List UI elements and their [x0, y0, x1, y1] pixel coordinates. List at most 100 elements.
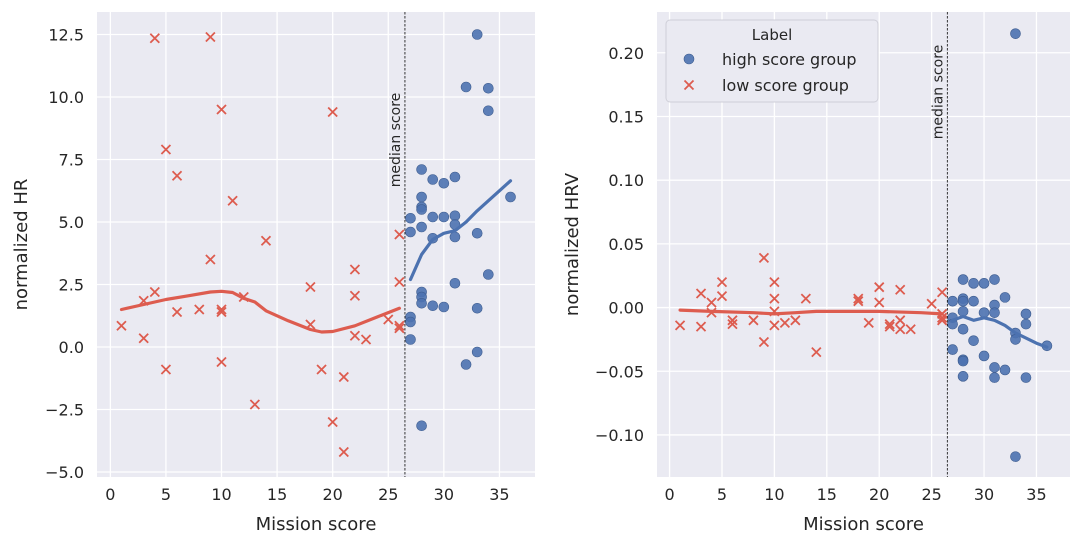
high-score-point — [957, 306, 969, 317]
low-score-point — [758, 336, 770, 348]
low-score-point — [863, 317, 874, 328]
low-score-point — [800, 293, 811, 304]
legend-marker-high — [683, 53, 695, 65]
y-tick-label: 12.5 — [48, 26, 84, 45]
low-score-point — [216, 304, 227, 315]
high-score-point — [1010, 451, 1021, 462]
high-score-point — [1010, 28, 1021, 39]
y-tick-label: 0.20 — [608, 44, 644, 63]
x-tick-label: 35 — [1026, 485, 1046, 504]
x-axis-label: Mission score — [803, 514, 924, 533]
y-tick-label: 2.5 — [59, 276, 84, 295]
y-axis-label: normalized HRV — [562, 172, 583, 316]
low-score-point — [758, 252, 770, 264]
low-score-point — [394, 320, 405, 331]
low-score-point — [327, 416, 338, 428]
low-score-trend-line — [678, 308, 944, 316]
high-score-point — [947, 344, 958, 355]
low-score-point — [171, 170, 183, 181]
high-score-point — [1020, 308, 1032, 320]
high-score-point — [438, 211, 450, 223]
low-score-point — [769, 276, 780, 288]
high-score-point — [957, 274, 969, 285]
legend-entry-high: high score group — [722, 50, 857, 69]
y-tick-label: −0.05 — [595, 362, 644, 381]
x-tick-label: 25 — [921, 485, 941, 504]
high-score-point — [989, 372, 1000, 383]
high-score-trend-line — [951, 314, 1049, 349]
low-score-point — [936, 315, 948, 326]
x-tick-label: 0 — [105, 485, 115, 504]
low-score-point — [811, 347, 822, 358]
high-score-point — [968, 278, 979, 289]
high-score-point — [957, 295, 969, 307]
low-score-point — [249, 399, 260, 410]
high-score-point — [989, 307, 1000, 318]
high-score-point — [427, 174, 439, 185]
x-tick-label: 10 — [211, 485, 231, 504]
low-score-trend-line — [119, 289, 401, 334]
legend-box — [665, 19, 879, 103]
low-score-point — [674, 320, 686, 331]
x-tick-label: 0 — [664, 485, 674, 504]
low-score-point — [149, 286, 160, 298]
high-score-trend-line — [408, 179, 513, 282]
high-score-point — [416, 204, 427, 215]
low-score-point — [216, 356, 227, 368]
low-score-point — [853, 293, 864, 304]
low-score-point — [695, 321, 707, 332]
x-tick-label: 25 — [378, 485, 398, 504]
high-score-point — [957, 355, 969, 367]
low-score-point — [769, 293, 780, 304]
low-score-point — [216, 104, 227, 115]
low-score-point — [716, 276, 728, 288]
low-score-point — [383, 314, 394, 325]
y-tick-label: 0.00 — [608, 299, 644, 318]
high-score-point — [416, 297, 427, 309]
low-score-point — [349, 330, 361, 341]
low-score-point — [779, 317, 791, 328]
y-tick-label: −2.5 — [45, 401, 84, 420]
y-tick-label: 0.15 — [608, 107, 644, 126]
low-score-point — [394, 229, 405, 240]
x-tick-label: 10 — [764, 485, 784, 504]
low-score-point — [394, 276, 405, 288]
low-score-point — [716, 290, 728, 302]
low-score-point — [160, 144, 172, 155]
high-score-point — [471, 346, 483, 358]
high-score-point — [438, 177, 450, 189]
low-score-point — [874, 297, 885, 308]
high-score-point — [405, 334, 416, 345]
y-tick-label: −0.10 — [595, 426, 644, 445]
low-score-point — [884, 318, 895, 330]
high-score-point — [957, 323, 969, 335]
high-score-point — [989, 362, 1000, 373]
y-tick-label: 0.05 — [608, 235, 644, 254]
low-score-point — [205, 254, 216, 265]
legend-title: Label — [752, 26, 792, 44]
high-score-point — [427, 300, 439, 312]
low-score-point — [790, 315, 801, 326]
x-tick-label: 15 — [267, 485, 287, 504]
low-score-point — [895, 284, 906, 295]
high-score-point — [947, 295, 958, 307]
high-score-point — [471, 302, 483, 314]
plot-area — [97, 12, 535, 477]
high-score-point — [999, 292, 1011, 303]
high-score-point — [471, 227, 483, 239]
y-tick-label: −5.0 — [45, 463, 84, 482]
low-score-point — [338, 446, 349, 458]
high-score-point — [978, 307, 990, 318]
high-score-point — [460, 81, 472, 93]
x-tick-label: 5 — [161, 485, 171, 504]
high-score-point — [416, 221, 427, 233]
low-score-point — [884, 321, 895, 332]
low-score-point — [160, 364, 172, 375]
legend-entry-low: low score group — [722, 76, 849, 95]
low-score-point — [360, 334, 372, 345]
high-score-point — [978, 278, 990, 289]
high-score-point — [483, 269, 494, 280]
x-tick-label: 35 — [489, 485, 509, 504]
high-score-point — [416, 191, 427, 203]
x-axis-label: Mission score — [256, 514, 377, 533]
